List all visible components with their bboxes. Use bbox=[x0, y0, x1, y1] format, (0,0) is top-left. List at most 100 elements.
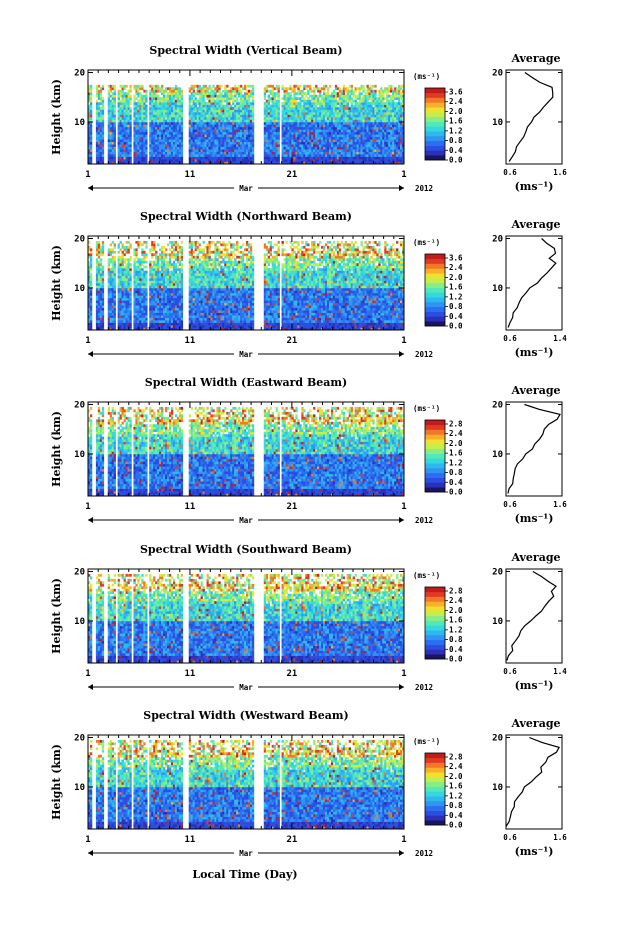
heatmap-cell bbox=[376, 144, 378, 147]
heatmap-cell bbox=[278, 122, 280, 125]
heatmap-cell bbox=[169, 144, 171, 147]
heatmap-cell bbox=[197, 90, 199, 93]
heatmap-cell bbox=[323, 100, 325, 103]
heatmap-cell bbox=[307, 144, 309, 147]
heatmap-cell bbox=[212, 119, 214, 122]
heatmap-cell bbox=[100, 246, 102, 249]
heatmap-cell bbox=[218, 142, 220, 145]
heatmap-cell bbox=[171, 132, 173, 135]
heatmap-cell bbox=[297, 85, 299, 88]
heatmap-cell bbox=[339, 87, 341, 90]
heatmap-cell bbox=[197, 124, 199, 127]
heatmap-cell bbox=[366, 159, 368, 162]
heatmap-cell bbox=[226, 132, 228, 135]
heatmap-cell bbox=[370, 139, 372, 142]
heatmap-cell bbox=[120, 95, 122, 98]
heatmap-cell bbox=[212, 132, 214, 135]
heatmap-cell bbox=[124, 139, 126, 142]
heatmap-cell bbox=[339, 100, 341, 103]
heatmap-cell bbox=[159, 122, 161, 125]
heatmap-cell bbox=[240, 139, 242, 142]
heatmap-cell bbox=[114, 323, 116, 326]
heatmap-cell bbox=[398, 105, 400, 108]
heatmap-cell bbox=[268, 97, 270, 100]
heatmap-cell bbox=[120, 110, 122, 113]
heatmap-cell bbox=[100, 90, 102, 93]
heatmap-cell bbox=[386, 117, 388, 120]
heatmap-cell bbox=[382, 90, 384, 93]
heatmap-cell bbox=[307, 127, 309, 130]
heatmap-cell bbox=[276, 102, 278, 105]
heatmap-cell bbox=[297, 137, 299, 140]
heatmap-cell bbox=[343, 87, 345, 90]
heatmap-cell bbox=[305, 124, 307, 127]
heatmap-cell bbox=[199, 134, 201, 137]
heatmap-cell bbox=[311, 110, 313, 113]
heatmap-cell bbox=[323, 95, 325, 98]
heatmap-cell bbox=[299, 149, 301, 152]
heatmap-cell bbox=[355, 107, 357, 110]
heatmap-cell bbox=[98, 288, 100, 291]
heatmap-cell bbox=[165, 95, 167, 98]
heatmap-cell bbox=[124, 285, 126, 288]
heatmap-cell bbox=[228, 117, 230, 120]
heatmap-cell bbox=[161, 92, 163, 95]
heatmap-cell bbox=[98, 268, 100, 271]
heatmap-cell bbox=[317, 157, 319, 160]
heatmap-cell bbox=[325, 105, 327, 108]
heatmap-cell bbox=[128, 112, 130, 115]
heatmap-cell bbox=[244, 124, 246, 127]
heatmap-cell bbox=[361, 149, 363, 152]
heatmap-cell bbox=[98, 110, 100, 113]
heatmap-cell bbox=[118, 251, 120, 254]
heatmap-cell bbox=[118, 278, 120, 281]
heatmap-cell bbox=[205, 117, 207, 120]
heatmap-cell bbox=[218, 100, 220, 103]
heatmap-cell bbox=[224, 142, 226, 145]
heatmap-cell bbox=[208, 112, 210, 115]
heatmap-cell bbox=[264, 144, 266, 147]
heatmap-cell bbox=[157, 100, 159, 103]
heatmap-cell bbox=[311, 149, 313, 152]
heatmap-cell bbox=[98, 263, 100, 266]
heatmap-cell bbox=[238, 117, 240, 120]
heatmap-cell bbox=[216, 95, 218, 98]
heatmap-cell bbox=[400, 127, 402, 130]
heatmap-cell bbox=[321, 149, 323, 152]
heatmap-cell bbox=[361, 142, 363, 145]
heatmap-cell bbox=[380, 115, 382, 118]
heatmap-cell bbox=[153, 87, 155, 90]
heatmap-cell bbox=[122, 147, 124, 150]
heatmap-cell bbox=[157, 144, 159, 147]
heatmap-cell bbox=[143, 134, 145, 137]
heatmap-cell bbox=[207, 144, 209, 147]
heatmap-cell bbox=[345, 95, 347, 98]
heatmap-cell bbox=[181, 105, 183, 108]
heatmap-cell bbox=[199, 105, 201, 108]
heatmap-cell bbox=[363, 122, 365, 125]
heatmap-cell bbox=[165, 117, 167, 120]
heatmap-cell bbox=[357, 152, 359, 155]
heatmap-cell bbox=[216, 122, 218, 125]
heatmap-cell bbox=[143, 159, 145, 162]
heatmap-cell bbox=[289, 87, 291, 90]
heatmap-cell bbox=[250, 119, 252, 122]
heatmap-cell bbox=[341, 119, 343, 122]
heatmap-cell bbox=[337, 129, 339, 132]
heatmap-cell bbox=[313, 144, 315, 147]
heatmap-cell bbox=[361, 102, 363, 105]
heatmap-cell bbox=[224, 137, 226, 140]
heatmap-cell bbox=[240, 92, 242, 95]
heatmap-cell bbox=[248, 122, 250, 125]
heatmap-cell bbox=[220, 137, 222, 140]
heatmap-cell bbox=[228, 102, 230, 105]
heatmap-cell bbox=[333, 100, 335, 103]
heatmap-cell bbox=[343, 152, 345, 155]
heatmap-cell bbox=[250, 132, 252, 135]
heatmap-cell bbox=[295, 149, 297, 152]
average-title: Average bbox=[510, 52, 560, 65]
heatmap-cell bbox=[143, 147, 145, 150]
heatmap-cell bbox=[173, 127, 175, 130]
heatmap-cell bbox=[374, 112, 376, 115]
heatmap-cell bbox=[193, 142, 195, 145]
